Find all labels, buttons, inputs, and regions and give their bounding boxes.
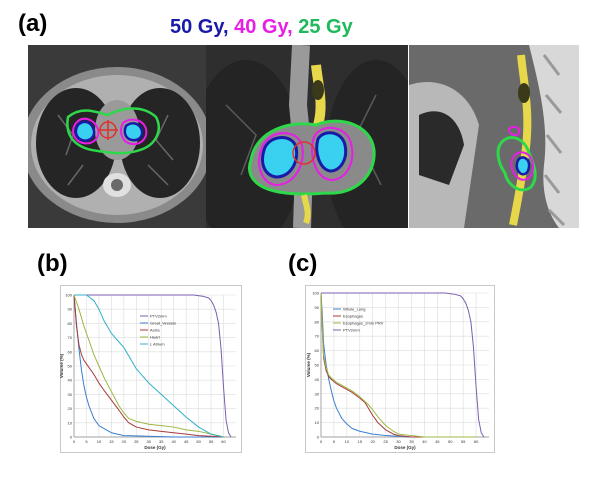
chart-0-ytick-label: 0 xyxy=(70,435,73,440)
dvh-chart-b-svg: 0 10 20 30 40 50 60 70 80 90 100 0 5 10 15 20 25 30 35 40 45… xyxy=(60,285,242,453)
chart-1-xtick-label: 30 xyxy=(396,439,401,444)
dose-sep-1: , xyxy=(223,16,235,38)
panel-label-a: (a) xyxy=(18,10,48,37)
chart-1-xtick-label: 5 xyxy=(333,439,336,444)
chart-0-ytick-label: 80 xyxy=(68,321,73,326)
chart-1-xlabel: Dose (Gy) xyxy=(394,445,416,450)
ct-sagittal-image xyxy=(409,45,579,228)
chart-1-ytick-label: 10 xyxy=(315,420,320,425)
dose-25-label: 25 Gy xyxy=(298,16,353,38)
chart-0-legend-label: PTV2mm xyxy=(150,314,167,319)
panel-label-b: (b) xyxy=(37,250,68,277)
chart-1-ytick-label: 50 xyxy=(315,363,320,368)
dvh-chart-b: 0 10 20 30 40 50 60 70 80 90 100 0 5 10 15 20 25 30 35 40 45… xyxy=(60,285,242,453)
chart-0-legend-label: Heart xyxy=(150,335,161,340)
chart-1-series-line-2 xyxy=(320,292,477,438)
chart-0-ytick-label: 70 xyxy=(68,335,73,340)
chart-0-ytick-label: 40 xyxy=(68,378,73,383)
chart-1-series-line-0 xyxy=(320,292,477,438)
chart-1-ytick-label: 100 xyxy=(312,291,319,296)
chart-frame xyxy=(60,285,242,453)
chart-1-ytick-label: 90 xyxy=(315,305,320,310)
chart-1-ytick-label: 20 xyxy=(315,406,320,411)
dvh-chart-c: 0 10 20 30 40 50 60 70 80 90 100 0 5 10 15 20 25 30 35 40 45… xyxy=(305,285,495,453)
chart-0-xtick-label: 0 xyxy=(73,439,76,444)
chart-0-xtick-label: 50 xyxy=(196,439,201,444)
chart-1-legend-label: PTV2mm xyxy=(343,328,360,333)
chart-1-xtick-label: 35 xyxy=(409,439,414,444)
chart-0-xtick-label: 15 xyxy=(109,439,114,444)
chart-0-xtick-label: 25 xyxy=(134,439,139,444)
dose-50-label: 50 Gy xyxy=(170,16,223,38)
chart-0-xtick-label: 5 xyxy=(85,439,88,444)
chart-1-xtick-label: 0 xyxy=(320,439,323,444)
chart-1-legend-label: Whole_Lung xyxy=(343,307,365,312)
chart-1-ytick-label: 80 xyxy=(315,319,320,324)
chart-0-ytick-label: 90 xyxy=(68,307,73,312)
chart-1-xtick-label: 10 xyxy=(345,439,350,444)
chart-1-xtick-label: 40 xyxy=(422,439,427,444)
chart-0-xtick-label: 55 xyxy=(209,439,214,444)
chart-1-series-line-3 xyxy=(321,292,485,438)
chart-0-xtick-label: 60 xyxy=(221,439,226,444)
chart-1-ytick-label: 0 xyxy=(317,435,320,440)
dose-sep-2: , xyxy=(287,16,299,38)
chart-1-series-line-1 xyxy=(320,292,477,438)
chart-0-legend-label: Aorta xyxy=(150,328,160,333)
chart-1-xtick-label: 50 xyxy=(448,439,453,444)
chart-0-ytick-label: 100 xyxy=(65,293,72,298)
chart-1-legend-label: Esophagus_2mm PRV xyxy=(343,321,384,326)
chart-0-series-line-2 xyxy=(73,294,224,438)
chart-0-xtick-label: 45 xyxy=(184,439,189,444)
chart-1-ytick-label: 40 xyxy=(315,377,320,382)
chart-1-ylabel: Volume (%) xyxy=(306,352,311,377)
chart-0-xtick-label: 35 xyxy=(159,439,164,444)
ct-coronal-image xyxy=(206,45,408,228)
chart-1-xtick-label: 45 xyxy=(435,439,440,444)
ct-axial-image xyxy=(28,45,206,228)
chart-0-series-line-4 xyxy=(74,294,224,438)
chart-1-xtick-label: 20 xyxy=(370,439,375,444)
chart-0-ytick-label: 60 xyxy=(68,349,73,354)
chart-0-ylabel: Volume (%) xyxy=(60,353,64,378)
chart-0-series-line-1 xyxy=(73,294,224,438)
chart-1-xtick-label: 25 xyxy=(383,439,388,444)
chart-0-series-line-3 xyxy=(73,294,224,438)
chart-1-ytick-label: 60 xyxy=(315,348,320,353)
chart-0-xtick-label: 20 xyxy=(122,439,127,444)
chart-1-xtick-label: 15 xyxy=(358,439,363,444)
chart-1-xtick-label: 55 xyxy=(461,439,466,444)
chart-0-legend-label: L Atrium xyxy=(150,342,165,347)
chart-1-xtick-label: 60 xyxy=(474,439,479,444)
chart-0-ytick-label: 20 xyxy=(68,406,73,411)
dvh-chart-c-svg: 0 10 20 30 40 50 60 70 80 90 100 0 5 10 15 20 25 30 35 40 45… xyxy=(305,285,495,453)
dose-40-label: 40 Gy xyxy=(234,16,288,38)
chart-0-ytick-label: 30 xyxy=(68,392,73,397)
chart-0-xtick-label: 10 xyxy=(97,439,102,444)
chart-0-ytick-label: 10 xyxy=(68,420,73,425)
chart-0-xlabel: Dose (Gy) xyxy=(144,445,166,450)
chart-1-ytick-label: 70 xyxy=(315,334,320,339)
chart-1-legend-label: Esophagus xyxy=(343,314,363,319)
chart-0-xtick-label: 40 xyxy=(171,439,176,444)
chart-0-ytick-label: 50 xyxy=(68,364,73,369)
chart-1-ytick-label: 30 xyxy=(315,391,320,396)
chart-0-xtick-label: 30 xyxy=(147,439,152,444)
dose-legend: 50 Gy, 40 Gy, 25 Gy xyxy=(170,16,353,39)
chart-0-legend-label: Great_Vessels xyxy=(150,321,176,326)
panel-label-c: (c) xyxy=(288,250,318,277)
chart-0-series-line-0 xyxy=(74,294,232,438)
